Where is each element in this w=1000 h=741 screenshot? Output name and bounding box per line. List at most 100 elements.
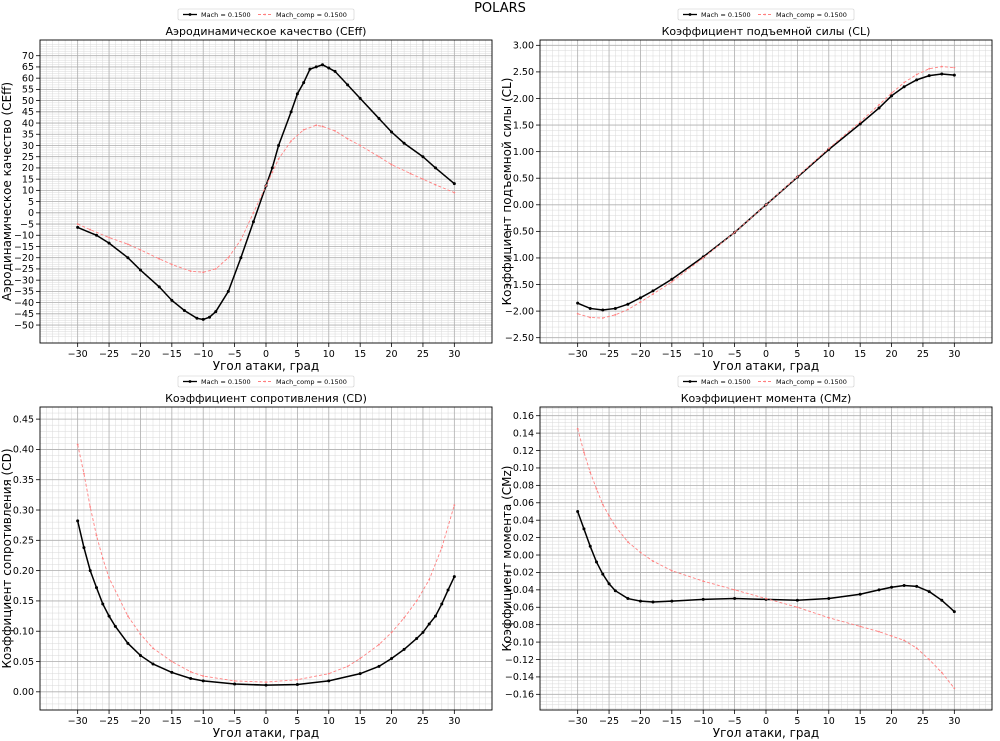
data-point-mach-comp	[765, 597, 767, 600]
data-point-mach	[434, 614, 437, 618]
y-tick-label: 0.10	[513, 463, 534, 474]
data-point-mach-comp	[139, 248, 142, 251]
chart-cmz: −30 −25 −20 −15 −10 −5 0 5 10 15 20 25 30 −0.16 −0.14 −…	[500, 375, 993, 740]
x-tick-label: −30	[568, 716, 588, 727]
chart-ceff: −30 −25 −20 −15 −10 −5 0 5 10 15 20 25 30−50−45−40−3…	[0, 8, 493, 373]
data-point-mach-comp	[327, 672, 330, 675]
data-point-mach-comp	[290, 140, 293, 142]
data-point-mach	[427, 622, 431, 626]
data-point-mach	[76, 519, 80, 523]
data-point-mach	[402, 647, 406, 651]
data-point-mach	[138, 268, 142, 272]
data-point-mach-comp	[765, 203, 767, 206]
data-point-mach	[358, 672, 362, 676]
legend: Mach = 0.1500 Mach_comp = 0.1500	[177, 375, 355, 388]
y-tick-label: 10	[22, 186, 34, 197]
data-point-mach	[795, 598, 799, 602]
y-tick-label: −2.50	[505, 333, 534, 344]
legend-marker-mach	[188, 13, 192, 16]
legend-marker-mach-comp	[264, 13, 266, 16]
x-tick-label: 30	[948, 349, 960, 360]
data-point-mach	[915, 78, 919, 82]
data-point-mach-comp	[440, 546, 443, 549]
chart-title: Коэффициент сопротивления (CD)	[165, 392, 367, 405]
data-point-mach	[182, 308, 186, 312]
y-tick-label: −0.06	[505, 603, 534, 614]
legend-label-mach: Mach = 0.1500	[201, 11, 251, 19]
data-point-mach	[327, 679, 331, 683]
data-point-mach	[626, 302, 630, 306]
data-point-mach-comp	[796, 606, 799, 609]
x-tick-label: 30	[448, 349, 460, 360]
plot-area	[39, 39, 493, 344]
y-tick-label: 45	[22, 107, 34, 118]
data-point-mach	[952, 73, 956, 77]
data-point-mach-comp	[321, 125, 324, 128]
data-point-mach	[226, 289, 230, 293]
data-point-mach-comp	[903, 81, 906, 84]
data-point-mach-comp	[108, 576, 110, 579]
data-point-mach-comp	[702, 257, 705, 259]
y-tick-label: 0.00	[13, 687, 34, 698]
x-tick-label: −30	[68, 716, 88, 727]
data-point-mach	[277, 143, 281, 147]
data-point-mach	[927, 74, 931, 78]
data-point-mach	[638, 599, 642, 603]
x-tick-label: 15	[854, 349, 866, 360]
y-tick-label: 0.06	[513, 498, 534, 509]
data-point-mach-comp	[346, 665, 349, 668]
data-point-mach-comp	[265, 184, 267, 187]
legend-label-mach: Mach = 0.1500	[701, 378, 751, 386]
data-point-mach-comp	[346, 137, 349, 140]
series-line-mach	[76, 520, 456, 686]
data-point-mach-comp	[390, 631, 393, 634]
data-point-mach-comp	[189, 670, 192, 673]
x-tick-label: −10	[193, 716, 213, 727]
x-tick-label: 10	[823, 716, 835, 727]
data-point-mach-comp	[928, 658, 931, 661]
y-tick-label: 70	[22, 51, 34, 62]
data-point-mach	[314, 65, 318, 69]
y-tick-label: 0.50	[513, 174, 534, 185]
data-point-mach-comp	[915, 73, 918, 76]
data-point-mach-comp	[583, 451, 585, 454]
x-tick-label: −5	[228, 349, 242, 360]
data-point-mach	[126, 256, 130, 260]
data-point-mach	[582, 527, 586, 531]
y-tick-label: 0.40	[13, 445, 34, 456]
x-tick-label: 25	[417, 716, 429, 727]
data-point-mach	[940, 72, 944, 76]
data-point-mach	[607, 582, 611, 586]
y-tick-label: 55	[22, 85, 34, 96]
data-point-mach-comp	[702, 580, 705, 583]
data-point-mach-comp	[390, 163, 393, 166]
data-point-mach	[214, 310, 218, 314]
data-point-mach	[358, 96, 362, 100]
data-point-mach-comp	[415, 600, 418, 602]
x-tick-label: 0	[763, 349, 769, 360]
y-tick-label: 0.14	[513, 428, 534, 439]
data-point-mach-comp	[359, 657, 362, 660]
y-tick-label: 2.00	[513, 94, 534, 105]
data-point-mach-comp	[296, 678, 299, 681]
x-tick-label: 5	[794, 349, 800, 360]
y-tick-label: −25	[14, 264, 34, 275]
x-tick-label: 25	[917, 349, 929, 360]
data-point-mach	[440, 602, 444, 606]
y-tick-label: −10	[14, 231, 34, 242]
data-point-mach-comp	[265, 681, 267, 684]
data-point-mach	[877, 588, 881, 592]
data-point-mach	[626, 597, 630, 601]
data-point-mach-comp	[271, 171, 274, 174]
data-point-mach	[157, 285, 161, 289]
data-point-mach	[940, 598, 944, 602]
x-axis-label: Угол атаки, град	[713, 359, 819, 373]
legend-marker-mach-comp	[764, 380, 766, 383]
x-tick-label: −25	[99, 716, 119, 727]
x-tick-label: 15	[354, 716, 366, 727]
legend-label-mach-comp: Mach_comp = 0.1500	[776, 378, 847, 386]
y-tick-label: 0.16	[513, 411, 534, 422]
legend-label-mach: Mach = 0.1500	[201, 378, 251, 386]
legend-label-mach-comp: Mach_comp = 0.1500	[276, 378, 347, 386]
